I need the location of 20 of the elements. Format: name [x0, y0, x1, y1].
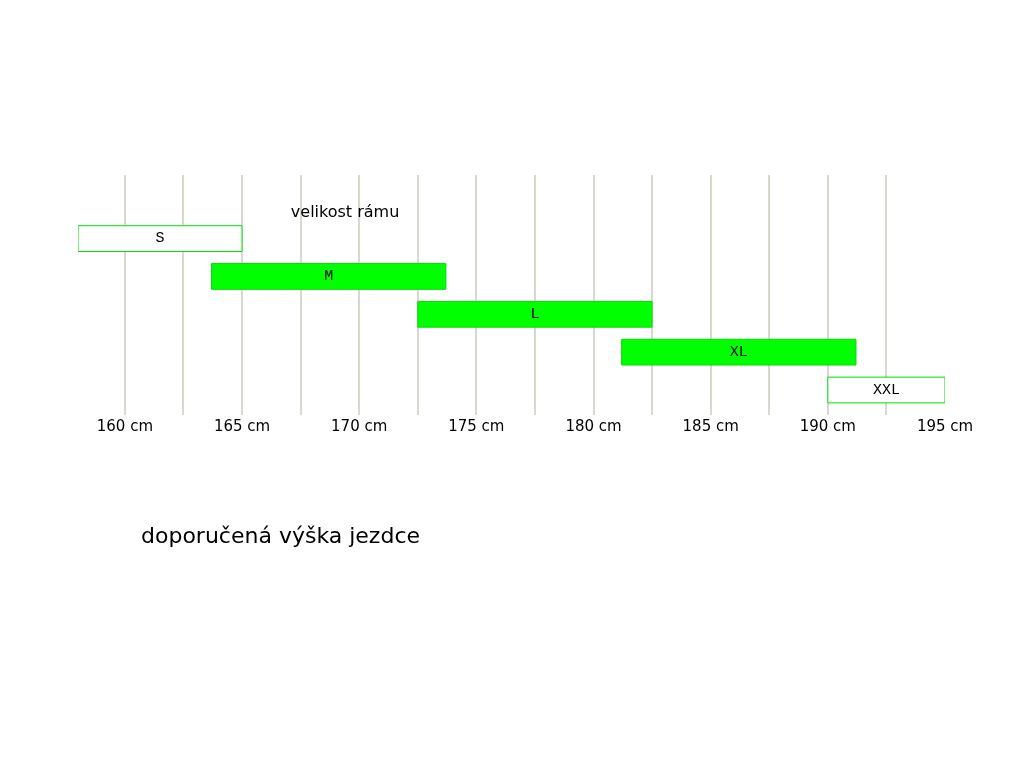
bar — [78, 225, 243, 252]
y-tick-label: S — [155, 230, 165, 248]
x-tick-label: 165 cm — [213, 417, 271, 435]
bar — [211, 263, 447, 290]
y-tick-label: L — [530, 305, 540, 323]
x-tick-label: 170 cm — [331, 417, 388, 435]
bar — [621, 338, 857, 366]
y-tick-label: XXL — [872, 381, 900, 399]
x-tick-label: 160 cm — [96, 417, 153, 435]
x-tick-label: 175 cm — [448, 417, 505, 435]
y-tick-label: M — [324, 267, 334, 285]
x-tick-label: 190 cm — [799, 417, 856, 435]
x-axis-title: doporučená výška jezdce — [141, 523, 421, 548]
bar — [827, 376, 945, 404]
y-tick-label: XL — [729, 343, 748, 361]
chart-title: velikost rámu — [290, 201, 400, 221]
x-tick-label: 195 cm — [916, 417, 974, 435]
x-tick-label: 180 cm — [565, 417, 622, 435]
bar — [417, 300, 653, 328]
x-tick-label: 185 cm — [682, 417, 739, 435]
